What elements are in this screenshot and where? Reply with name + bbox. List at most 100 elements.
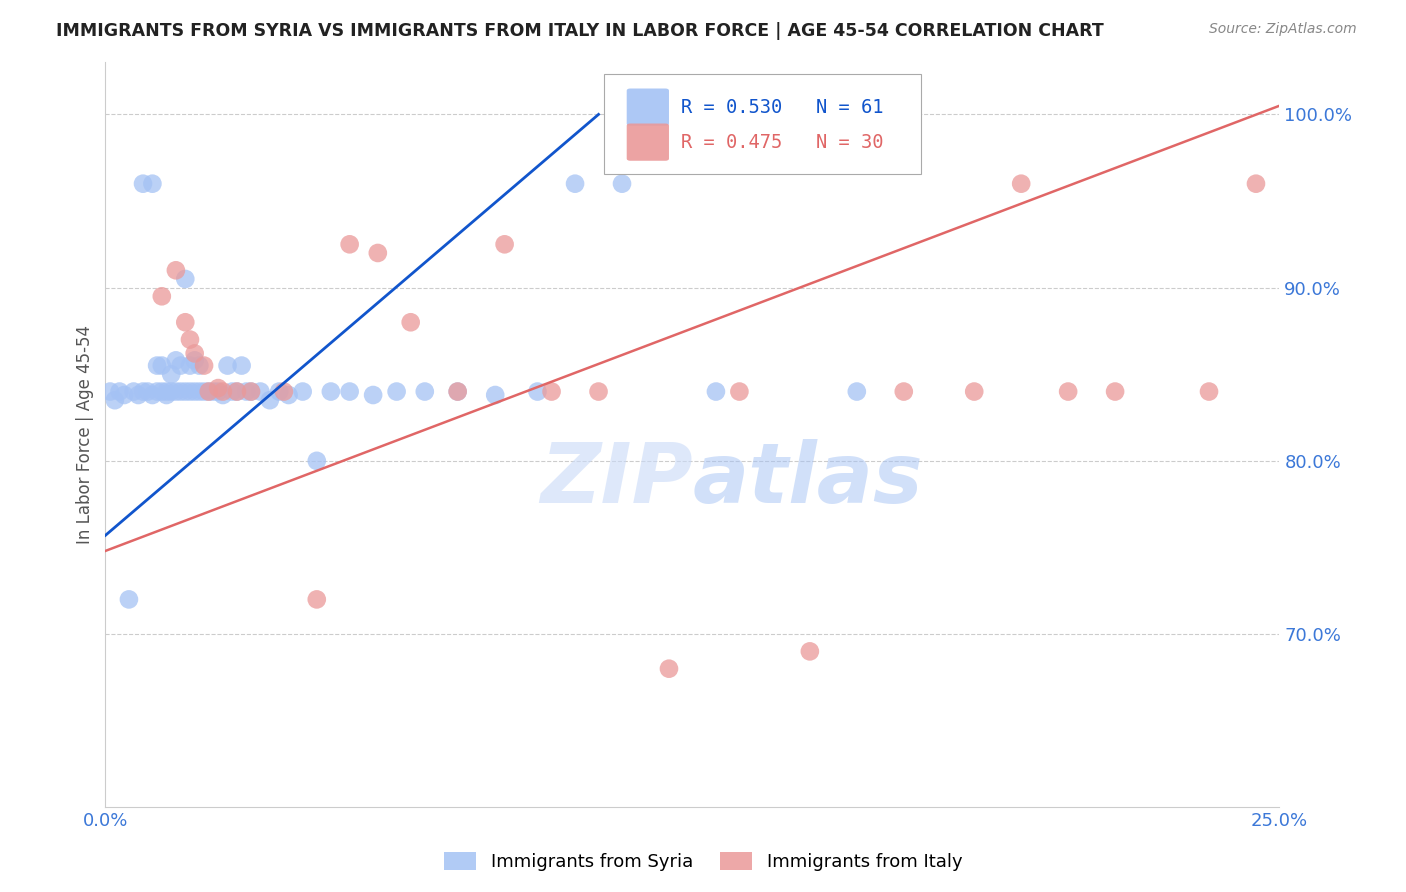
Immigrants from Syria	[217, 359, 239, 373]
Immigrants from Syria	[240, 384, 263, 399]
Immigrants from Syria	[845, 384, 868, 399]
Immigrants from Italy	[658, 662, 681, 676]
Immigrants from Syria	[174, 384, 197, 399]
Immigrants from Italy	[963, 384, 986, 399]
Immigrants from Syria	[446, 384, 468, 399]
FancyBboxPatch shape	[627, 88, 669, 126]
Immigrants from Syria	[259, 393, 281, 408]
Immigrants from Syria	[118, 592, 141, 607]
Immigrants from Italy	[399, 315, 422, 329]
Immigrants from Italy	[494, 237, 516, 252]
Immigrants from Italy	[799, 644, 821, 658]
Immigrants from Syria	[188, 384, 211, 399]
Immigrants from Italy	[179, 333, 201, 347]
Legend: Immigrants from Syria, Immigrants from Italy: Immigrants from Syria, Immigrants from I…	[436, 845, 970, 879]
Immigrants from Syria	[235, 384, 257, 399]
Immigrants from Syria	[160, 384, 183, 399]
Text: Source: ZipAtlas.com: Source: ZipAtlas.com	[1209, 22, 1357, 37]
Immigrants from Syria	[127, 388, 149, 402]
Immigrants from Italy	[174, 315, 197, 329]
Immigrants from Italy	[893, 384, 915, 399]
Immigrants from Syria	[564, 177, 586, 191]
Immigrants from Syria	[526, 384, 548, 399]
Immigrants from Syria	[361, 388, 384, 402]
Immigrants from Syria	[207, 384, 229, 399]
Immigrants from Syria	[277, 388, 299, 402]
Immigrants from Syria	[174, 272, 197, 286]
Immigrants from Syria	[413, 384, 436, 399]
Immigrants from Italy	[193, 359, 215, 373]
Immigrants from Syria	[269, 384, 291, 399]
Immigrants from Italy	[367, 246, 389, 260]
Immigrants from Italy	[197, 384, 219, 399]
Immigrants from Italy	[207, 381, 229, 395]
Immigrants from Syria	[188, 359, 211, 373]
Immigrants from Syria	[165, 384, 187, 399]
Immigrants from Syria	[132, 177, 155, 191]
Immigrants from Syria	[193, 384, 215, 399]
Immigrants from Syria	[249, 384, 271, 399]
Immigrants from Syria	[484, 388, 506, 402]
Immigrants from Syria	[155, 384, 177, 399]
Immigrants from Syria	[160, 368, 183, 382]
Immigrants from Syria	[150, 384, 173, 399]
Immigrants from Syria	[104, 393, 127, 408]
Immigrants from Italy	[1198, 384, 1220, 399]
Immigrants from Syria	[169, 384, 191, 399]
Immigrants from Syria	[108, 384, 131, 399]
Immigrants from Syria	[122, 384, 145, 399]
Immigrants from Syria	[146, 359, 169, 373]
Y-axis label: In Labor Force | Age 45-54: In Labor Force | Age 45-54	[76, 326, 94, 544]
Immigrants from Syria	[146, 384, 169, 399]
Immigrants from Italy	[273, 384, 295, 399]
Immigrants from Syria	[112, 388, 135, 402]
Immigrants from Italy	[1244, 177, 1267, 191]
Text: R = 0.475   N = 30: R = 0.475 N = 30	[681, 133, 883, 152]
Immigrants from Syria	[169, 359, 191, 373]
FancyBboxPatch shape	[627, 123, 669, 161]
Immigrants from Italy	[226, 384, 249, 399]
Immigrants from Syria	[197, 384, 219, 399]
Text: ZIP: ZIP	[540, 439, 692, 520]
Immigrants from Syria	[150, 359, 173, 373]
Immigrants from Syria	[141, 388, 163, 402]
Immigrants from Italy	[211, 384, 233, 399]
Immigrants from Syria	[305, 454, 328, 468]
FancyBboxPatch shape	[605, 74, 921, 174]
Immigrants from Italy	[446, 384, 468, 399]
Immigrants from Syria	[339, 384, 361, 399]
Immigrants from Syria	[231, 359, 253, 373]
Immigrants from Syria	[165, 353, 187, 368]
Text: R = 0.530   N = 61: R = 0.530 N = 61	[681, 97, 883, 117]
Immigrants from Italy	[240, 384, 263, 399]
Immigrants from Italy	[1010, 177, 1032, 191]
Immigrants from Italy	[305, 592, 328, 607]
Immigrants from Italy	[588, 384, 610, 399]
Immigrants from Syria	[155, 388, 177, 402]
Immigrants from Syria	[183, 384, 205, 399]
Immigrants from Italy	[150, 289, 173, 303]
Immigrants from Italy	[165, 263, 187, 277]
Immigrants from Syria	[221, 384, 243, 399]
Immigrants from Syria	[291, 384, 314, 399]
Immigrants from Italy	[1057, 384, 1080, 399]
Immigrants from Syria	[179, 384, 201, 399]
Immigrants from Italy	[1104, 384, 1126, 399]
Immigrants from Syria	[385, 384, 408, 399]
Immigrants from Syria	[610, 177, 633, 191]
Immigrants from Italy	[728, 384, 751, 399]
Immigrants from Italy	[339, 237, 361, 252]
Immigrants from Syria	[183, 353, 205, 368]
Immigrants from Syria	[211, 388, 233, 402]
Immigrants from Syria	[141, 177, 163, 191]
Immigrants from Syria	[136, 384, 159, 399]
Immigrants from Italy	[540, 384, 562, 399]
Immigrants from Syria	[226, 384, 249, 399]
Immigrants from Syria	[704, 384, 727, 399]
Immigrants from Syria	[202, 384, 225, 399]
Immigrants from Syria	[319, 384, 342, 399]
Text: atlas: atlas	[692, 439, 924, 520]
Text: IMMIGRANTS FROM SYRIA VS IMMIGRANTS FROM ITALY IN LABOR FORCE | AGE 45-54 CORREL: IMMIGRANTS FROM SYRIA VS IMMIGRANTS FROM…	[56, 22, 1104, 40]
Immigrants from Italy	[183, 346, 205, 360]
Immigrants from Syria	[132, 384, 155, 399]
